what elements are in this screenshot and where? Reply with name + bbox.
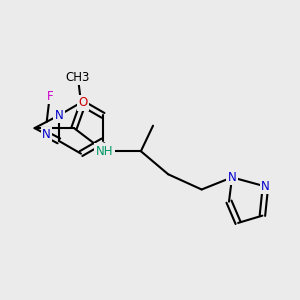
Text: NH: NH	[96, 145, 113, 158]
Text: O: O	[79, 96, 88, 109]
Text: CH3: CH3	[66, 70, 90, 84]
Text: N: N	[228, 171, 236, 184]
Text: F: F	[46, 90, 53, 103]
Text: N: N	[261, 180, 270, 193]
Text: N: N	[55, 109, 63, 122]
Text: N: N	[42, 128, 51, 141]
